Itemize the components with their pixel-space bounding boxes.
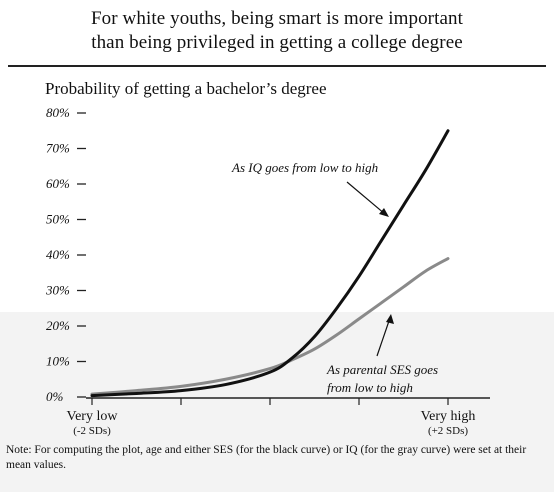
y-tick-label-40: 40% [46,247,70,262]
chart-title-line-1: For white youths, being smart is more im… [91,8,463,29]
series-line-iq [90,129,450,398]
x-label-1: Very high [421,409,476,424]
chart-title-line-2: than being privileged in getting a colle… [91,32,463,53]
y-tick-label-70: 70% [46,141,70,156]
y-axis-title: Probability of getting a bachelor’s degr… [45,79,327,98]
y-tick-label-80: 80% [46,105,70,120]
annotation-ses-arrowhead [386,314,394,324]
title-divider [8,65,546,67]
series-line-parental-ses [90,257,450,396]
annotation-iq: As IQ goes from low to high [231,160,378,175]
annotation-ses-arrow [376,317,391,357]
y-tick-label-20: 20% [46,318,70,333]
y-tick-label-50: 50% [46,212,70,227]
x-sublabel-0: (-2 SDs) [73,425,111,437]
y-tick-label-10: 10% [46,354,70,369]
annotation-iq-arrowhead [379,208,389,217]
x-sublabel-1: (+2 SDs) [428,425,468,437]
footnote: Note: For computing the plot, age and ei… [6,444,527,471]
annotation-ses-line-2: from low to high [327,380,413,395]
y-tick-label-30: 30% [45,283,70,298]
x-label-0: Very low [67,409,119,424]
y-tick-label-0: 0% [46,389,64,404]
y-tick-label-60: 60% [46,176,70,191]
annotation-ses-line-1: As parental SES goes [326,362,438,377]
annotation-iq-arrow [346,181,386,215]
